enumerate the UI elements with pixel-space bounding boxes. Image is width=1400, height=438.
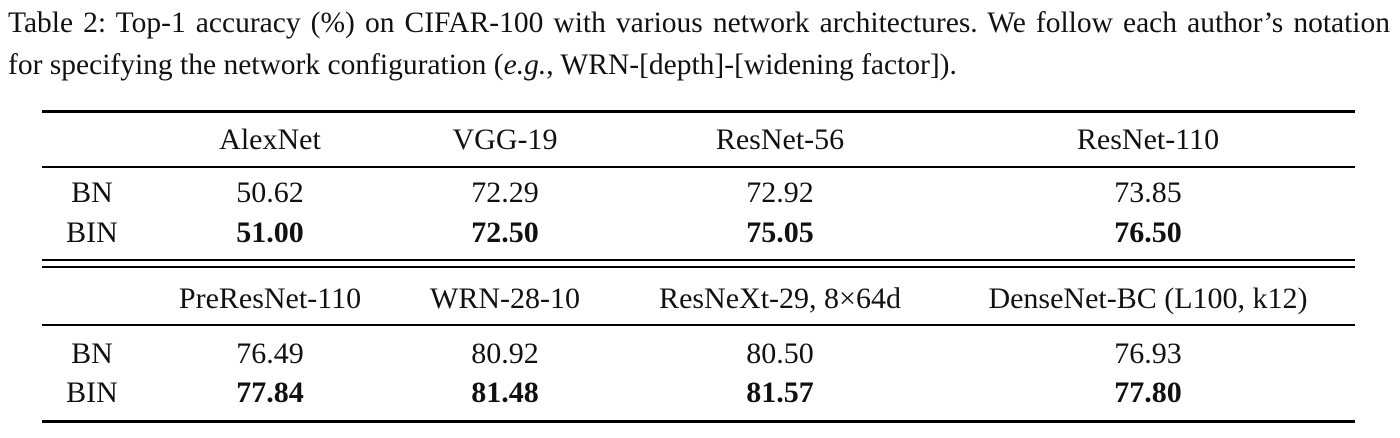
caption-text: Table 2: Top-1 accuracy (%) on CIFAR-100… xyxy=(8,7,1390,81)
cell-value: 77.84 xyxy=(236,376,304,409)
double-rule xyxy=(42,259,1355,261)
cell-value: 73.85 xyxy=(1114,176,1182,209)
cell-value: 76.50 xyxy=(1114,216,1182,249)
column-header: VGG-19 xyxy=(452,123,558,156)
cell-value: 50.62 xyxy=(236,176,304,209)
column-header: DenseNet-BC (L100, k12) xyxy=(988,282,1308,315)
column-header: AlexNet xyxy=(219,123,321,156)
top-rule xyxy=(42,110,1355,113)
cell-value: 72.50 xyxy=(471,216,539,249)
cell-value: 81.48 xyxy=(471,376,539,409)
column-header: PreResNet-110 xyxy=(178,282,362,315)
double-rule xyxy=(42,266,1355,268)
cell-value: 80.92 xyxy=(471,337,539,370)
caption-italic: e.g. xyxy=(503,49,547,81)
caption: Table 2: Top-1 accuracy (%) on CIFAR-100… xyxy=(8,2,1390,86)
row-label: BIN xyxy=(66,376,118,409)
cell-value: 51.00 xyxy=(236,216,304,249)
column-header: ResNeXt-29, 8×64d xyxy=(659,282,901,315)
header-rule xyxy=(42,166,1355,168)
cell-value: 76.93 xyxy=(1114,337,1182,370)
column-header: WRN-28-10 xyxy=(430,282,580,315)
header-rule xyxy=(42,324,1355,326)
row-label: BIN xyxy=(66,216,118,249)
column-header: ResNet-110 xyxy=(1076,123,1220,156)
cell-value: 75.05 xyxy=(746,216,814,249)
bottom-rule xyxy=(42,420,1355,423)
cell-value: 77.80 xyxy=(1114,376,1182,409)
caption-text: , WRN-[depth]-[widening factor]). xyxy=(546,49,957,81)
cell-value: 81.57 xyxy=(746,376,814,409)
cell-value: 72.29 xyxy=(471,176,539,209)
cell-value: 76.49 xyxy=(236,337,304,370)
row-label: BN xyxy=(71,337,113,370)
column-header: ResNet-56 xyxy=(715,123,845,156)
cell-value: 80.50 xyxy=(746,337,814,370)
cell-value: 72.92 xyxy=(746,176,814,209)
row-label: BN xyxy=(71,176,113,209)
